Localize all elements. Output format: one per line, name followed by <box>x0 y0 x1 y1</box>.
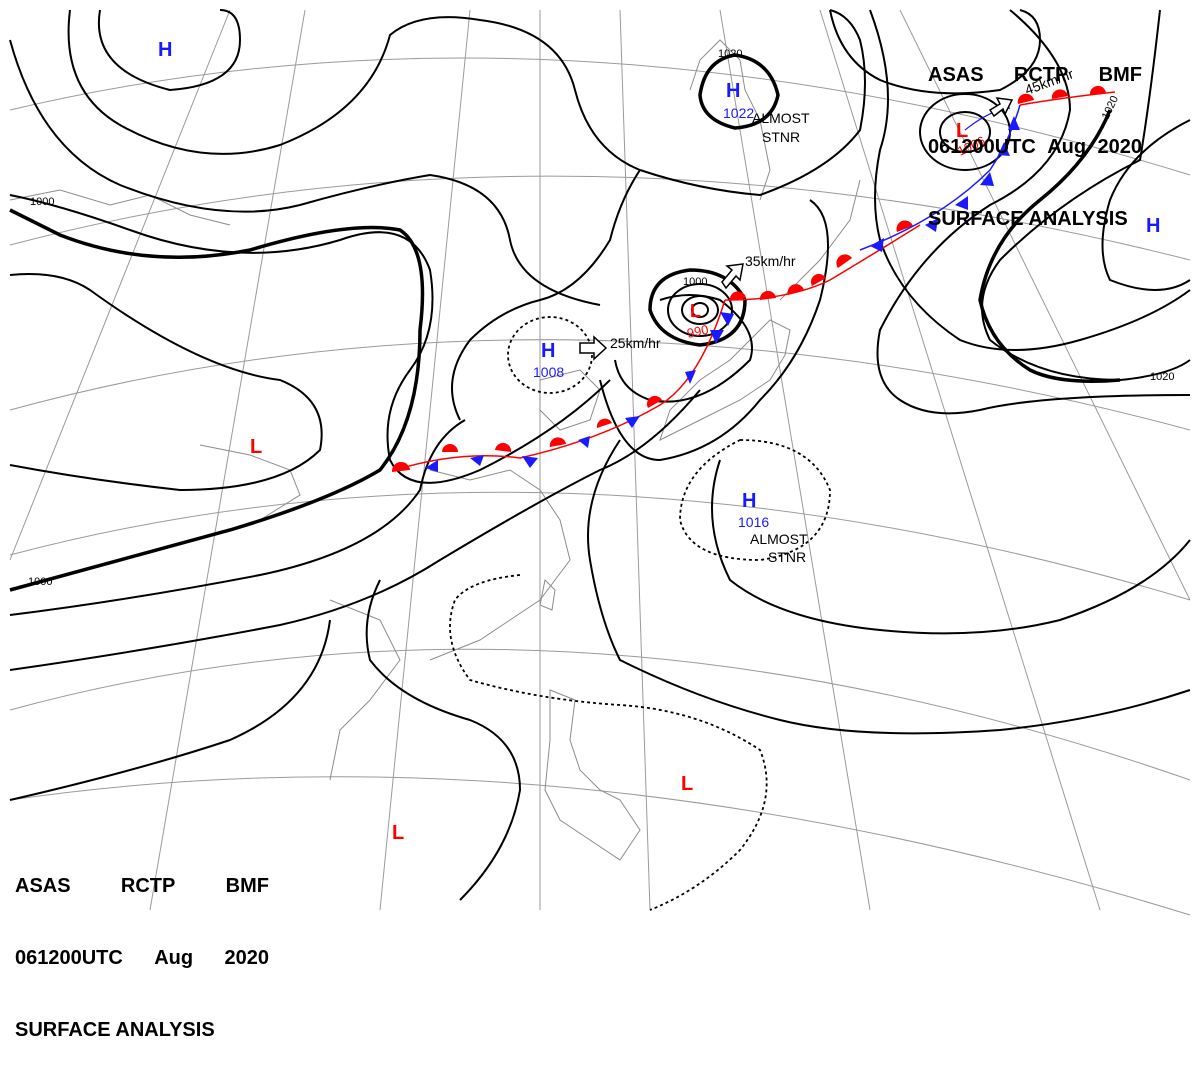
header-top-year: 2020 <box>1097 136 1142 158</box>
header-top-line2: 061200UTC Aug 2020 <box>928 135 1142 159</box>
header-top-title: SURFACE ANALYSIS <box>928 208 1128 230</box>
low-center-l2: L <box>956 120 968 142</box>
header-bottom-station: ASAS <box>15 875 71 897</box>
header-bottom-format: BMF <box>225 875 269 897</box>
cold-front <box>859 104 1021 252</box>
isobars <box>9 9 1191 901</box>
high-value-h2: 1022 <box>723 105 754 121</box>
low-center-l3: L <box>250 436 262 458</box>
warm-front <box>724 220 921 301</box>
isobar-label-1000-southwest: 1000 <box>28 576 52 588</box>
low-center-l4: L <box>681 773 693 795</box>
header-bottom-code: RCTP <box>120 875 176 897</box>
system-note-h4-line1: ALMOST <box>750 531 808 547</box>
coastlines <box>9 39 861 861</box>
system-note-h4-line2: STNR <box>768 549 806 565</box>
low-center-l5: L <box>392 822 404 844</box>
isobar-label-1000-low: 1000 <box>683 276 707 288</box>
graticule <box>9 9 1191 916</box>
isobar-label-1020-north: 1020 <box>718 48 742 60</box>
header-top-station: ASAS <box>928 64 984 86</box>
high-value-h3: 1008 <box>533 364 564 380</box>
high-center-h5: H <box>1146 215 1160 237</box>
low-center-l1: L <box>690 301 701 321</box>
header-top-time: 061200UTC <box>928 136 1036 158</box>
isobar-label-1000-west: 1000 <box>30 196 54 208</box>
header-top: ASAS RCTP BMF 061200UTC Aug 2020 SURFACE… <box>928 15 1142 255</box>
high-center-h2: H <box>726 80 740 102</box>
header-bottom-title: SURFACE ANALYSIS <box>15 1019 215 1041</box>
low-value-l1: 990 <box>686 322 710 341</box>
motion-arrow-h3 <box>579 335 608 361</box>
header-bottom-year: 2020 <box>224 947 269 969</box>
warm-front-north <box>964 85 1116 131</box>
weather-map: 1000 1000 1000 1020 1020 1020 <box>9 9 1191 916</box>
header-top-month: Aug <box>1047 136 1087 158</box>
header-bottom-line2: 061200UTC Aug 2020 <box>15 946 269 970</box>
header-top-code: RCTP <box>1013 64 1069 86</box>
major-isobars <box>9 53 1121 592</box>
high-center-h3: H <box>541 340 555 362</box>
header-bottom-month: Aug <box>154 947 194 969</box>
high-center-h1: H <box>158 39 172 61</box>
header-bottom-line1: ASAS RCTP BMF <box>15 874 269 898</box>
motion-arrow-l1 <box>721 263 744 290</box>
high-center-h4: H <box>742 490 756 512</box>
stationary-front <box>391 299 734 472</box>
system-note-h2-line2: STNR <box>762 129 800 145</box>
header-top-format: BMF <box>1098 64 1142 86</box>
motion-arrow-l2 <box>988 97 1014 118</box>
header-top-line1: ASAS RCTP BMF <box>928 63 1142 87</box>
motion-label-l1: 35km/hr <box>745 253 796 269</box>
dashed-isobars <box>449 316 831 911</box>
header-bottom-time: 061200UTC <box>15 947 123 969</box>
system-note-h2-line1: ALMOST <box>752 110 810 126</box>
high-value-h4: 1016 <box>738 514 769 530</box>
isobar-label-1020-southeast: 1020 <box>1150 371 1174 383</box>
motion-arrows <box>579 97 1014 361</box>
header-bottom: ASAS RCTP BMF 061200UTC Aug 2020 SURFACE… <box>15 826 269 1066</box>
motion-label-h3: 25km/hr <box>610 335 661 351</box>
